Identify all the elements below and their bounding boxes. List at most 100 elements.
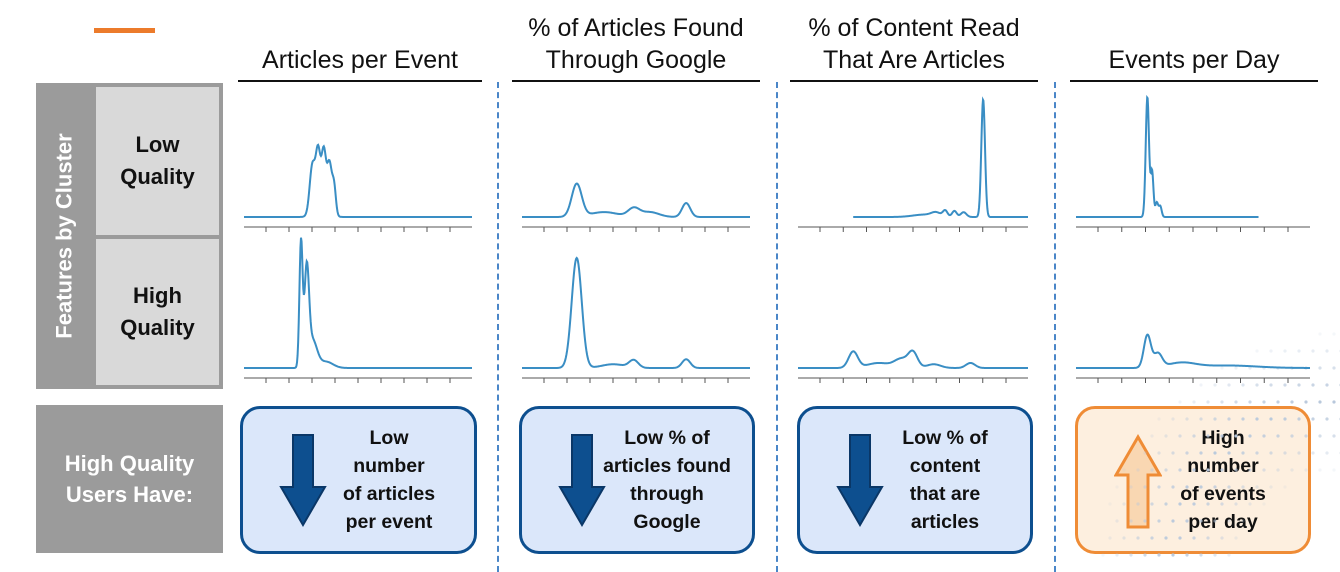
column-separator	[497, 82, 499, 572]
decorative-dot	[1227, 383, 1231, 387]
decorative-dot	[1143, 553, 1147, 557]
decorative-dot	[1227, 519, 1231, 523]
decorative-dot	[1241, 451, 1245, 455]
decorative-dot	[1101, 553, 1105, 557]
decorative-dot	[1325, 349, 1329, 353]
decorative-dot	[1325, 383, 1329, 387]
decorative-dot	[1199, 451, 1203, 455]
decorative-dot	[1150, 434, 1154, 438]
decorative-dot	[1234, 536, 1238, 540]
decorative-dot	[1248, 502, 1252, 506]
decorative-dot	[1325, 451, 1329, 455]
decorative-dot	[1178, 502, 1182, 506]
decorative-dot	[1262, 502, 1266, 506]
decorative-dot	[1262, 400, 1266, 404]
decorative-dot	[1185, 553, 1189, 557]
decorative-dot	[1332, 468, 1336, 472]
decorative-dot	[1115, 553, 1119, 557]
decorative-dot	[1192, 502, 1196, 506]
decorative-dot	[1150, 536, 1154, 540]
column-separator	[776, 82, 778, 572]
density-line-google-low	[522, 182, 750, 218]
decorative-dot	[1332, 332, 1336, 336]
decorative-dot	[1206, 434, 1210, 438]
column-title-google: % of Articles Found Through Google	[528, 14, 744, 74]
decorative-dot	[1255, 451, 1259, 455]
decorative-dot	[1332, 434, 1336, 438]
decorative-dot	[1297, 417, 1301, 421]
density-line-articles-per-event-low	[244, 143, 472, 218]
decorative-dot	[1290, 434, 1294, 438]
decorative-dot	[1213, 553, 1217, 557]
density-line-content-low	[853, 96, 1028, 218]
decorative-dot	[1185, 519, 1189, 523]
decorative-dot	[1290, 400, 1294, 404]
decorative-dot	[1269, 383, 1273, 387]
decorative-dot	[1199, 553, 1203, 557]
decorative-dot	[1248, 366, 1252, 370]
decorative-dot	[1276, 468, 1280, 472]
decorative-dot	[1311, 383, 1315, 387]
decorative-dot	[1108, 502, 1112, 506]
decorative-dot	[1255, 485, 1259, 489]
density-line-articles-per-event-high	[244, 237, 472, 369]
decorative-dot	[1199, 383, 1203, 387]
summary-card-text: Low % of articles found through Google	[603, 427, 731, 533]
decorative-dot	[1164, 468, 1168, 472]
decorative-dot	[1325, 417, 1329, 421]
density-line-events-per-day-low	[1076, 94, 1259, 218]
decorative-dot	[1185, 485, 1189, 489]
down-arrow-icon	[279, 434, 327, 527]
column-title-content-read: % of Content Read That Are Articles	[808, 14, 1020, 74]
decorative-dot	[1269, 349, 1273, 353]
decorative-dot	[1136, 536, 1140, 540]
summary-card-google: Low % of articles found through Google	[519, 406, 755, 554]
decorative-dot	[1276, 434, 1280, 438]
decorative-dot	[1192, 468, 1196, 472]
decorative-dot	[1220, 400, 1224, 404]
summary-card-events-per-day: High number of events per day	[1075, 406, 1311, 554]
decorative-dot	[1213, 451, 1217, 455]
decorative-dot	[1199, 485, 1203, 489]
row-label-high-quality: High Quality	[92, 235, 223, 389]
decorative-dot	[1192, 536, 1196, 540]
density-line-events-per-day-high	[1076, 333, 1310, 369]
decorative-dot	[1171, 451, 1175, 455]
decorative-dot	[1304, 400, 1308, 404]
decorative-dot	[1241, 485, 1245, 489]
decorative-dot	[1227, 553, 1231, 557]
decorative-dot	[1143, 519, 1147, 523]
decorative-dot	[1234, 400, 1238, 404]
column-title-events-per-day: Events per Day	[1108, 46, 1280, 74]
decorative-dot	[1220, 366, 1224, 370]
decorative-dot	[1199, 519, 1203, 523]
decorative-dot	[1227, 485, 1231, 489]
decorative-dot	[1171, 485, 1175, 489]
decorative-dot	[1157, 485, 1161, 489]
decorative-dot	[1234, 502, 1238, 506]
decorative-dot	[1283, 485, 1287, 489]
column-rule	[238, 80, 482, 82]
decorative-dot	[1227, 451, 1231, 455]
decorative-dot	[1171, 519, 1175, 523]
decorative-dot	[1150, 502, 1154, 506]
density-line-google-high	[522, 256, 750, 369]
decorative-dot	[1220, 434, 1224, 438]
decorative-dot	[1206, 468, 1210, 472]
decorative-dot	[1248, 468, 1252, 472]
decorative-dot	[1220, 468, 1224, 472]
decorative-dot	[1150, 468, 1154, 472]
decorative-dot	[1206, 400, 1210, 404]
accent-bar	[94, 28, 155, 33]
decorative-dot	[1185, 417, 1189, 421]
decorative-dot	[1192, 400, 1196, 404]
summary-card-text: High number of events per day	[1180, 427, 1266, 533]
up-arrow-icon	[1114, 434, 1162, 529]
decorative-dot	[1276, 400, 1280, 404]
decorative-dot	[1178, 536, 1182, 540]
decorative-dot	[1297, 383, 1301, 387]
decorative-dot	[1157, 553, 1161, 557]
column-rule	[512, 80, 760, 82]
decorative-dot	[1318, 468, 1322, 472]
